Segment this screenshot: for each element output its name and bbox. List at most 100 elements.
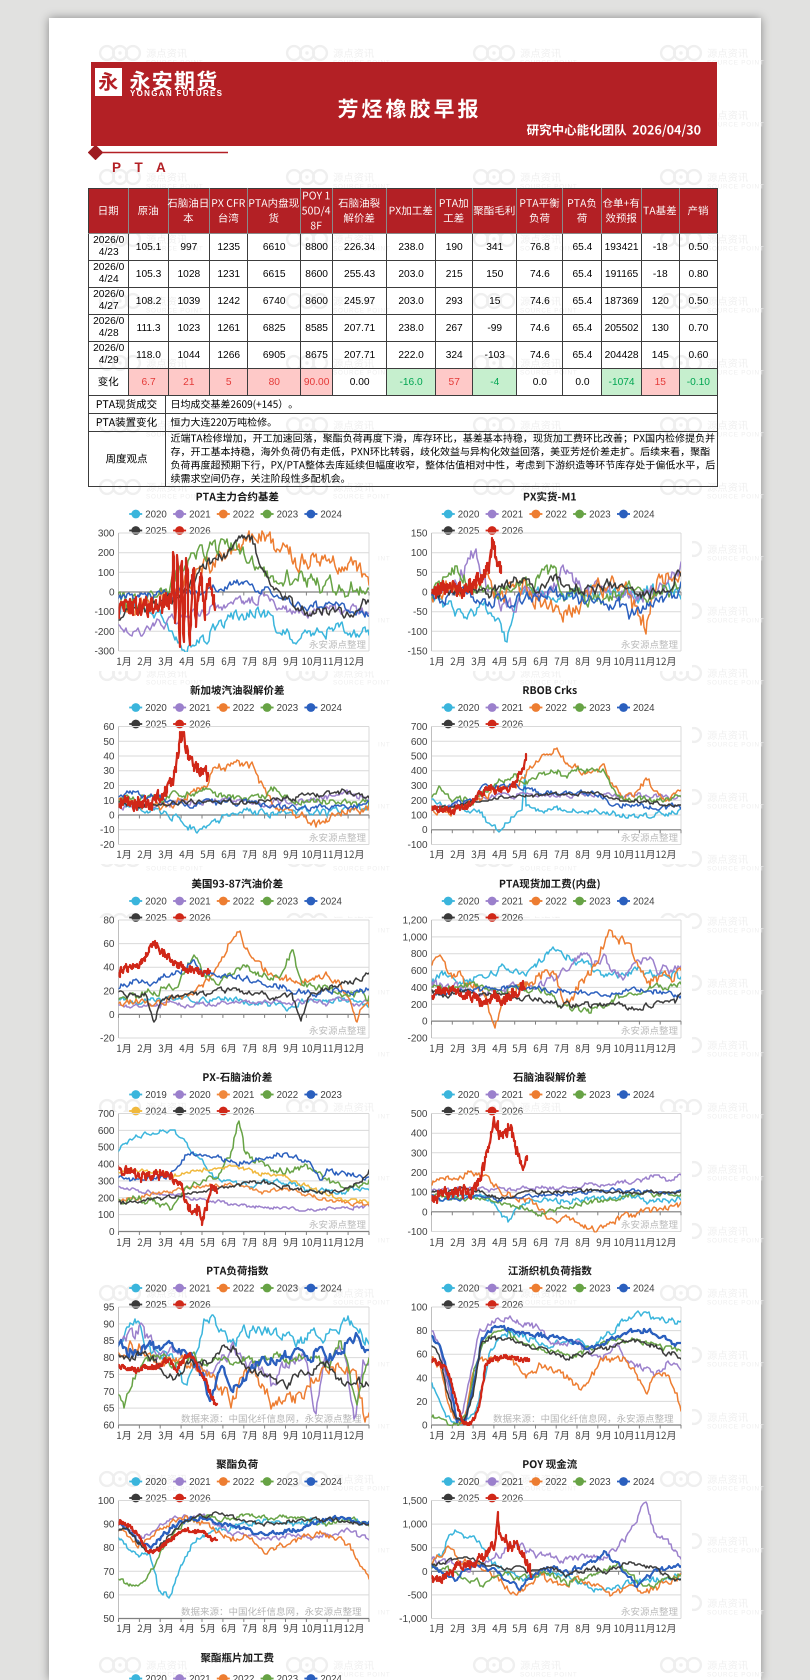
svg-text:200: 200	[98, 548, 115, 559]
svg-text:2020: 2020	[458, 1090, 480, 1101]
svg-text:300: 300	[411, 1148, 428, 1159]
svg-text:20: 20	[103, 781, 115, 792]
svg-text:2024: 2024	[320, 1283, 342, 1294]
svg-text:600: 600	[411, 966, 428, 977]
svg-text:2023: 2023	[277, 1477, 299, 1488]
svg-text:2020: 2020	[145, 509, 167, 520]
svg-text:2026: 2026	[502, 1300, 524, 1311]
svg-text:150: 150	[411, 529, 428, 540]
svg-text:2023: 2023	[589, 1283, 611, 1294]
svg-text:200: 200	[411, 796, 428, 807]
svg-text:400: 400	[411, 1129, 428, 1140]
svg-text:2022: 2022	[233, 509, 255, 520]
svg-text:2020: 2020	[458, 703, 480, 714]
svg-text:-50: -50	[413, 607, 428, 618]
svg-text:80: 80	[416, 1326, 428, 1337]
svg-text:2021: 2021	[502, 896, 524, 907]
svg-text:300: 300	[98, 1176, 115, 1187]
svg-text:2024: 2024	[633, 1283, 655, 1294]
svg-text:2024: 2024	[320, 509, 342, 520]
svg-text:2022: 2022	[545, 509, 567, 520]
svg-text:2022: 2022	[233, 703, 255, 714]
svg-text:40: 40	[103, 963, 115, 974]
svg-text:800: 800	[411, 949, 428, 960]
svg-text:2021: 2021	[502, 1090, 524, 1101]
svg-text:2025: 2025	[458, 1300, 480, 1311]
svg-text:1,000: 1,000	[402, 932, 427, 943]
svg-text:2020: 2020	[145, 1477, 167, 1488]
svg-text:2025: 2025	[458, 526, 480, 537]
svg-text:2022: 2022	[233, 1674, 255, 1680]
svg-text:70: 70	[103, 1567, 115, 1578]
svg-text:75: 75	[103, 1370, 115, 1381]
svg-text:2023: 2023	[589, 1477, 611, 1488]
svg-text:2023: 2023	[589, 896, 611, 907]
svg-text:500: 500	[411, 1543, 428, 1554]
svg-text:2024: 2024	[633, 703, 655, 714]
svg-text:2022: 2022	[545, 1477, 567, 1488]
svg-text:60: 60	[103, 1590, 115, 1601]
svg-text:2026: 2026	[502, 526, 524, 537]
svg-text:2020: 2020	[145, 1283, 167, 1294]
svg-text:2026: 2026	[502, 1106, 524, 1117]
svg-text:2024: 2024	[633, 509, 655, 520]
svg-text:-150: -150	[407, 647, 427, 658]
svg-text:2022: 2022	[545, 896, 567, 907]
svg-text:2024: 2024	[633, 896, 655, 907]
svg-text:2024: 2024	[320, 896, 342, 907]
svg-text:-200: -200	[407, 1034, 427, 1045]
svg-text:2021: 2021	[189, 703, 211, 714]
svg-text:2026: 2026	[189, 719, 211, 730]
svg-text:2025: 2025	[145, 913, 167, 924]
svg-text:2026: 2026	[189, 526, 211, 537]
svg-text:80: 80	[103, 1353, 115, 1364]
svg-text:2023: 2023	[277, 1674, 299, 1680]
svg-text:700: 700	[98, 1109, 115, 1120]
svg-text:2021: 2021	[502, 509, 524, 520]
svg-text:400: 400	[98, 1160, 115, 1171]
svg-text:90: 90	[103, 1319, 115, 1330]
svg-text:60: 60	[103, 1421, 115, 1432]
svg-text:2025: 2025	[458, 913, 480, 924]
svg-text:2025: 2025	[145, 1493, 167, 1504]
svg-text:2026: 2026	[189, 913, 211, 924]
svg-text:600: 600	[411, 737, 428, 748]
svg-text:100: 100	[98, 1210, 115, 1221]
svg-text:0: 0	[422, 1207, 428, 1218]
svg-text:500: 500	[411, 752, 428, 763]
svg-text:100: 100	[411, 811, 428, 822]
svg-text:300: 300	[98, 529, 115, 540]
svg-text:-500: -500	[407, 1590, 427, 1601]
svg-text:80: 80	[103, 916, 115, 927]
svg-text:2022: 2022	[233, 1283, 255, 1294]
svg-text:2020: 2020	[458, 1477, 480, 1488]
svg-text:2021: 2021	[502, 703, 524, 714]
svg-text:2025: 2025	[145, 526, 167, 537]
svg-text:-1,000: -1,000	[399, 1614, 428, 1625]
svg-text:2020: 2020	[189, 1090, 211, 1101]
svg-text:2023: 2023	[589, 509, 611, 520]
svg-text:0: 0	[422, 825, 428, 836]
svg-text:2025: 2025	[145, 719, 167, 730]
svg-text:95: 95	[103, 1303, 115, 1314]
svg-text:2024: 2024	[145, 1106, 167, 1117]
svg-text:2026: 2026	[233, 1106, 255, 1117]
svg-text:-20: -20	[100, 840, 115, 851]
svg-text:2021: 2021	[189, 896, 211, 907]
svg-text:2024: 2024	[320, 703, 342, 714]
svg-text:-100: -100	[407, 627, 427, 638]
svg-text:2020: 2020	[145, 1674, 167, 1680]
svg-text:100: 100	[98, 568, 115, 579]
svg-text:2026: 2026	[189, 1493, 211, 1504]
svg-text:0: 0	[109, 811, 115, 822]
svg-text:2021: 2021	[502, 1283, 524, 1294]
svg-text:200: 200	[411, 1000, 428, 1011]
svg-text:30: 30	[103, 766, 115, 777]
svg-text:85: 85	[103, 1336, 115, 1347]
svg-text:400: 400	[411, 766, 428, 777]
svg-text:1,200: 1,200	[402, 916, 427, 927]
svg-text:2021: 2021	[189, 1283, 211, 1294]
svg-text:40: 40	[103, 752, 115, 763]
svg-text:2021: 2021	[233, 1090, 255, 1101]
svg-text:60: 60	[103, 722, 115, 733]
